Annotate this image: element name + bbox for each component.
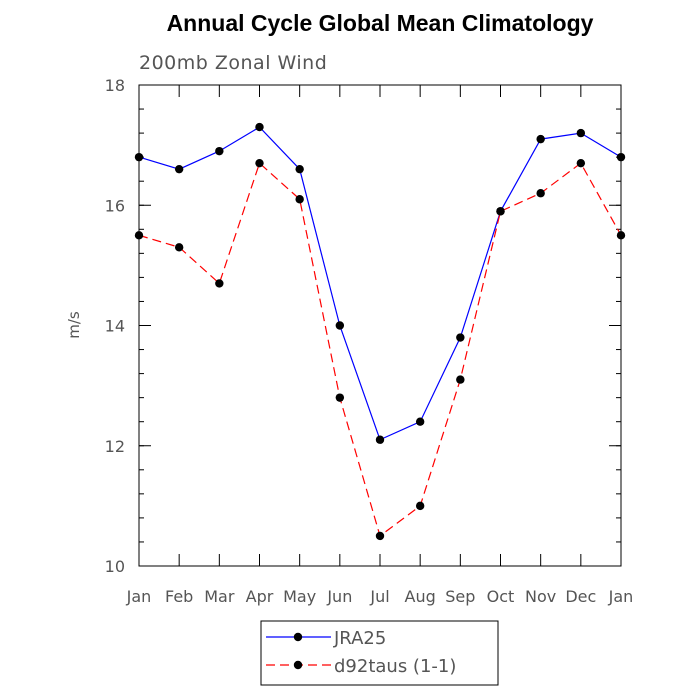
x-tick-label: Nov [525, 587, 556, 606]
x-tick-label: Mar [204, 587, 235, 606]
y-tick-label: 12 [105, 437, 125, 456]
x-tick-label: Dec [565, 587, 596, 606]
series-layer [134, 122, 626, 541]
series-2-point [375, 531, 385, 541]
series-1-point [255, 122, 264, 132]
legend-marker-1 [293, 632, 303, 642]
series-1-point [375, 435, 385, 444]
series-2-point [496, 207, 505, 216]
series-2-point [295, 195, 304, 204]
legend-label-1: JRA25 [333, 628, 386, 649]
x-tick-label: Feb [165, 587, 193, 606]
series-1-point [415, 417, 425, 426]
series-2-point [616, 231, 626, 240]
legend: JRA25 d92taus (1-1) [260, 620, 499, 686]
x-tick-label: Oct [487, 587, 515, 606]
series-1-point [335, 321, 345, 330]
x-tick-label: Apr [246, 587, 274, 606]
series-2-point [255, 158, 264, 168]
x-tick-label: Jun [326, 587, 352, 606]
x-tick-label: Aug [405, 587, 436, 606]
series-2-point [174, 243, 184, 252]
legend-box [260, 620, 499, 686]
series-1-point [215, 146, 224, 156]
y-tick-label: 18 [105, 76, 125, 95]
chart-subtitle: 200mb Zonal Wind [139, 52, 327, 74]
series-line-1 [138, 126, 622, 441]
y-tick-label: 10 [105, 557, 125, 576]
x-tick-label: May [283, 587, 316, 606]
series-1-point [295, 164, 304, 174]
x-tick-label: Sep [445, 587, 475, 606]
series-2-point [215, 279, 224, 288]
series-1-point [134, 152, 144, 162]
axis-ticks: Jan Feb Mar Apr May Jun Jul Aug Sep Oct Nov Dec Jan1… [105, 76, 634, 606]
y-tick-label: 16 [105, 196, 125, 215]
series-1-point [616, 152, 626, 162]
series-2-point [576, 158, 586, 168]
series-1-point [174, 164, 184, 174]
chart-title: Annual Cycle Global Mean Climatology [167, 10, 594, 36]
series-2-point [335, 393, 345, 402]
x-tick-label: Jul [369, 587, 389, 606]
legend-marker-2 [293, 660, 303, 670]
y-tick-label: 14 [105, 317, 125, 336]
x-tick-label: Jan [608, 587, 634, 606]
plot-frame [138, 84, 622, 567]
x-tick-label: Jan [126, 587, 152, 606]
legend-label-2: d92taus (1-1) [334, 656, 456, 677]
series-2-point [134, 231, 144, 240]
series-2-point [536, 189, 545, 198]
series-2-point [415, 501, 425, 511]
series-1-point [576, 128, 586, 138]
series-1-point [456, 333, 465, 342]
series-line-2 [138, 162, 622, 537]
series-2-point [456, 375, 465, 384]
y-axis-label: m/s [65, 311, 83, 339]
series-1-point [536, 134, 545, 144]
